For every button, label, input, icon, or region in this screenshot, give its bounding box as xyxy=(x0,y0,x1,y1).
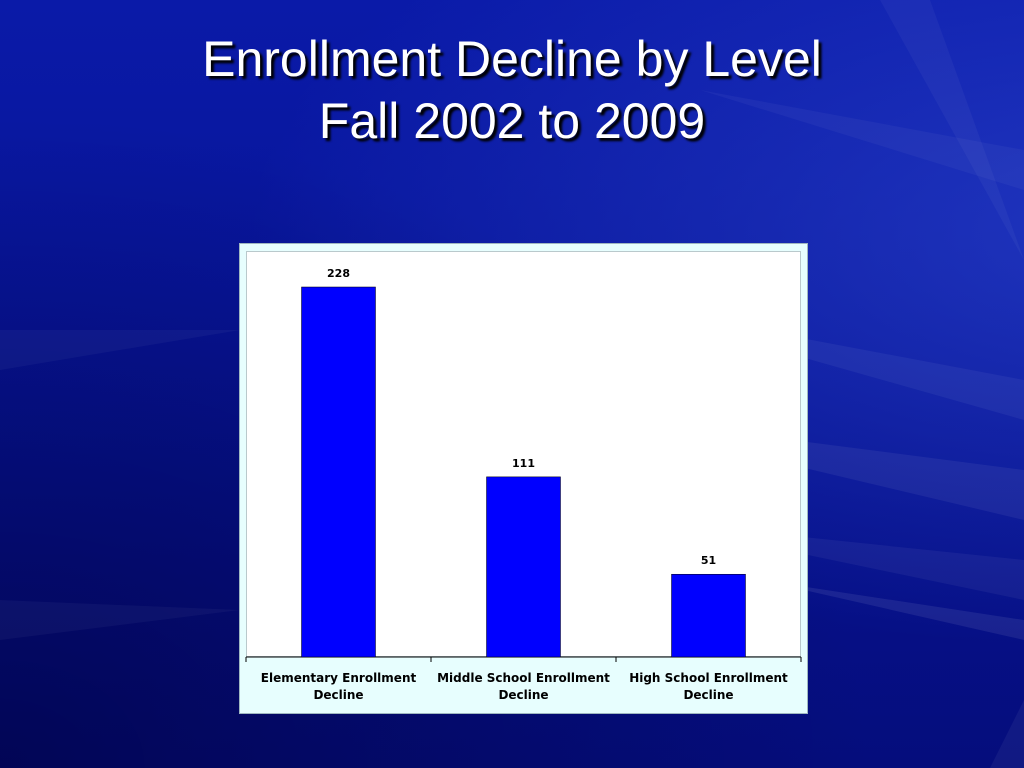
bar-0 xyxy=(301,286,376,658)
slide-title-line1: Enrollment Decline by Level xyxy=(202,31,822,87)
category-label-0-line2: Decline xyxy=(313,688,363,702)
chart-frame: 228 Elementary Enrollment Decline 111 Middle… xyxy=(239,243,808,714)
category-label-1-line2: Decline xyxy=(498,688,548,702)
category-label-2-line1: High School Enrollment xyxy=(629,671,788,685)
data-label-0: 228 xyxy=(327,267,350,280)
slide-title-line2: Fall 2002 to 2009 xyxy=(318,93,706,149)
data-label-1: 111 xyxy=(512,457,535,470)
bar-2 xyxy=(671,573,746,658)
data-label-2: 51 xyxy=(701,554,716,567)
category-label-1-line1: Middle School Enrollment xyxy=(437,671,610,685)
category-label-0-line1: Elementary Enrollment xyxy=(261,671,417,685)
category-label-2-line2: Decline xyxy=(683,688,733,702)
bar-1 xyxy=(486,476,561,658)
bar-chart: 228 Elementary Enrollment Decline 111 Middle… xyxy=(245,267,802,702)
slide-title: Enrollment Decline by Level Fall 2002 to… xyxy=(0,28,1024,152)
